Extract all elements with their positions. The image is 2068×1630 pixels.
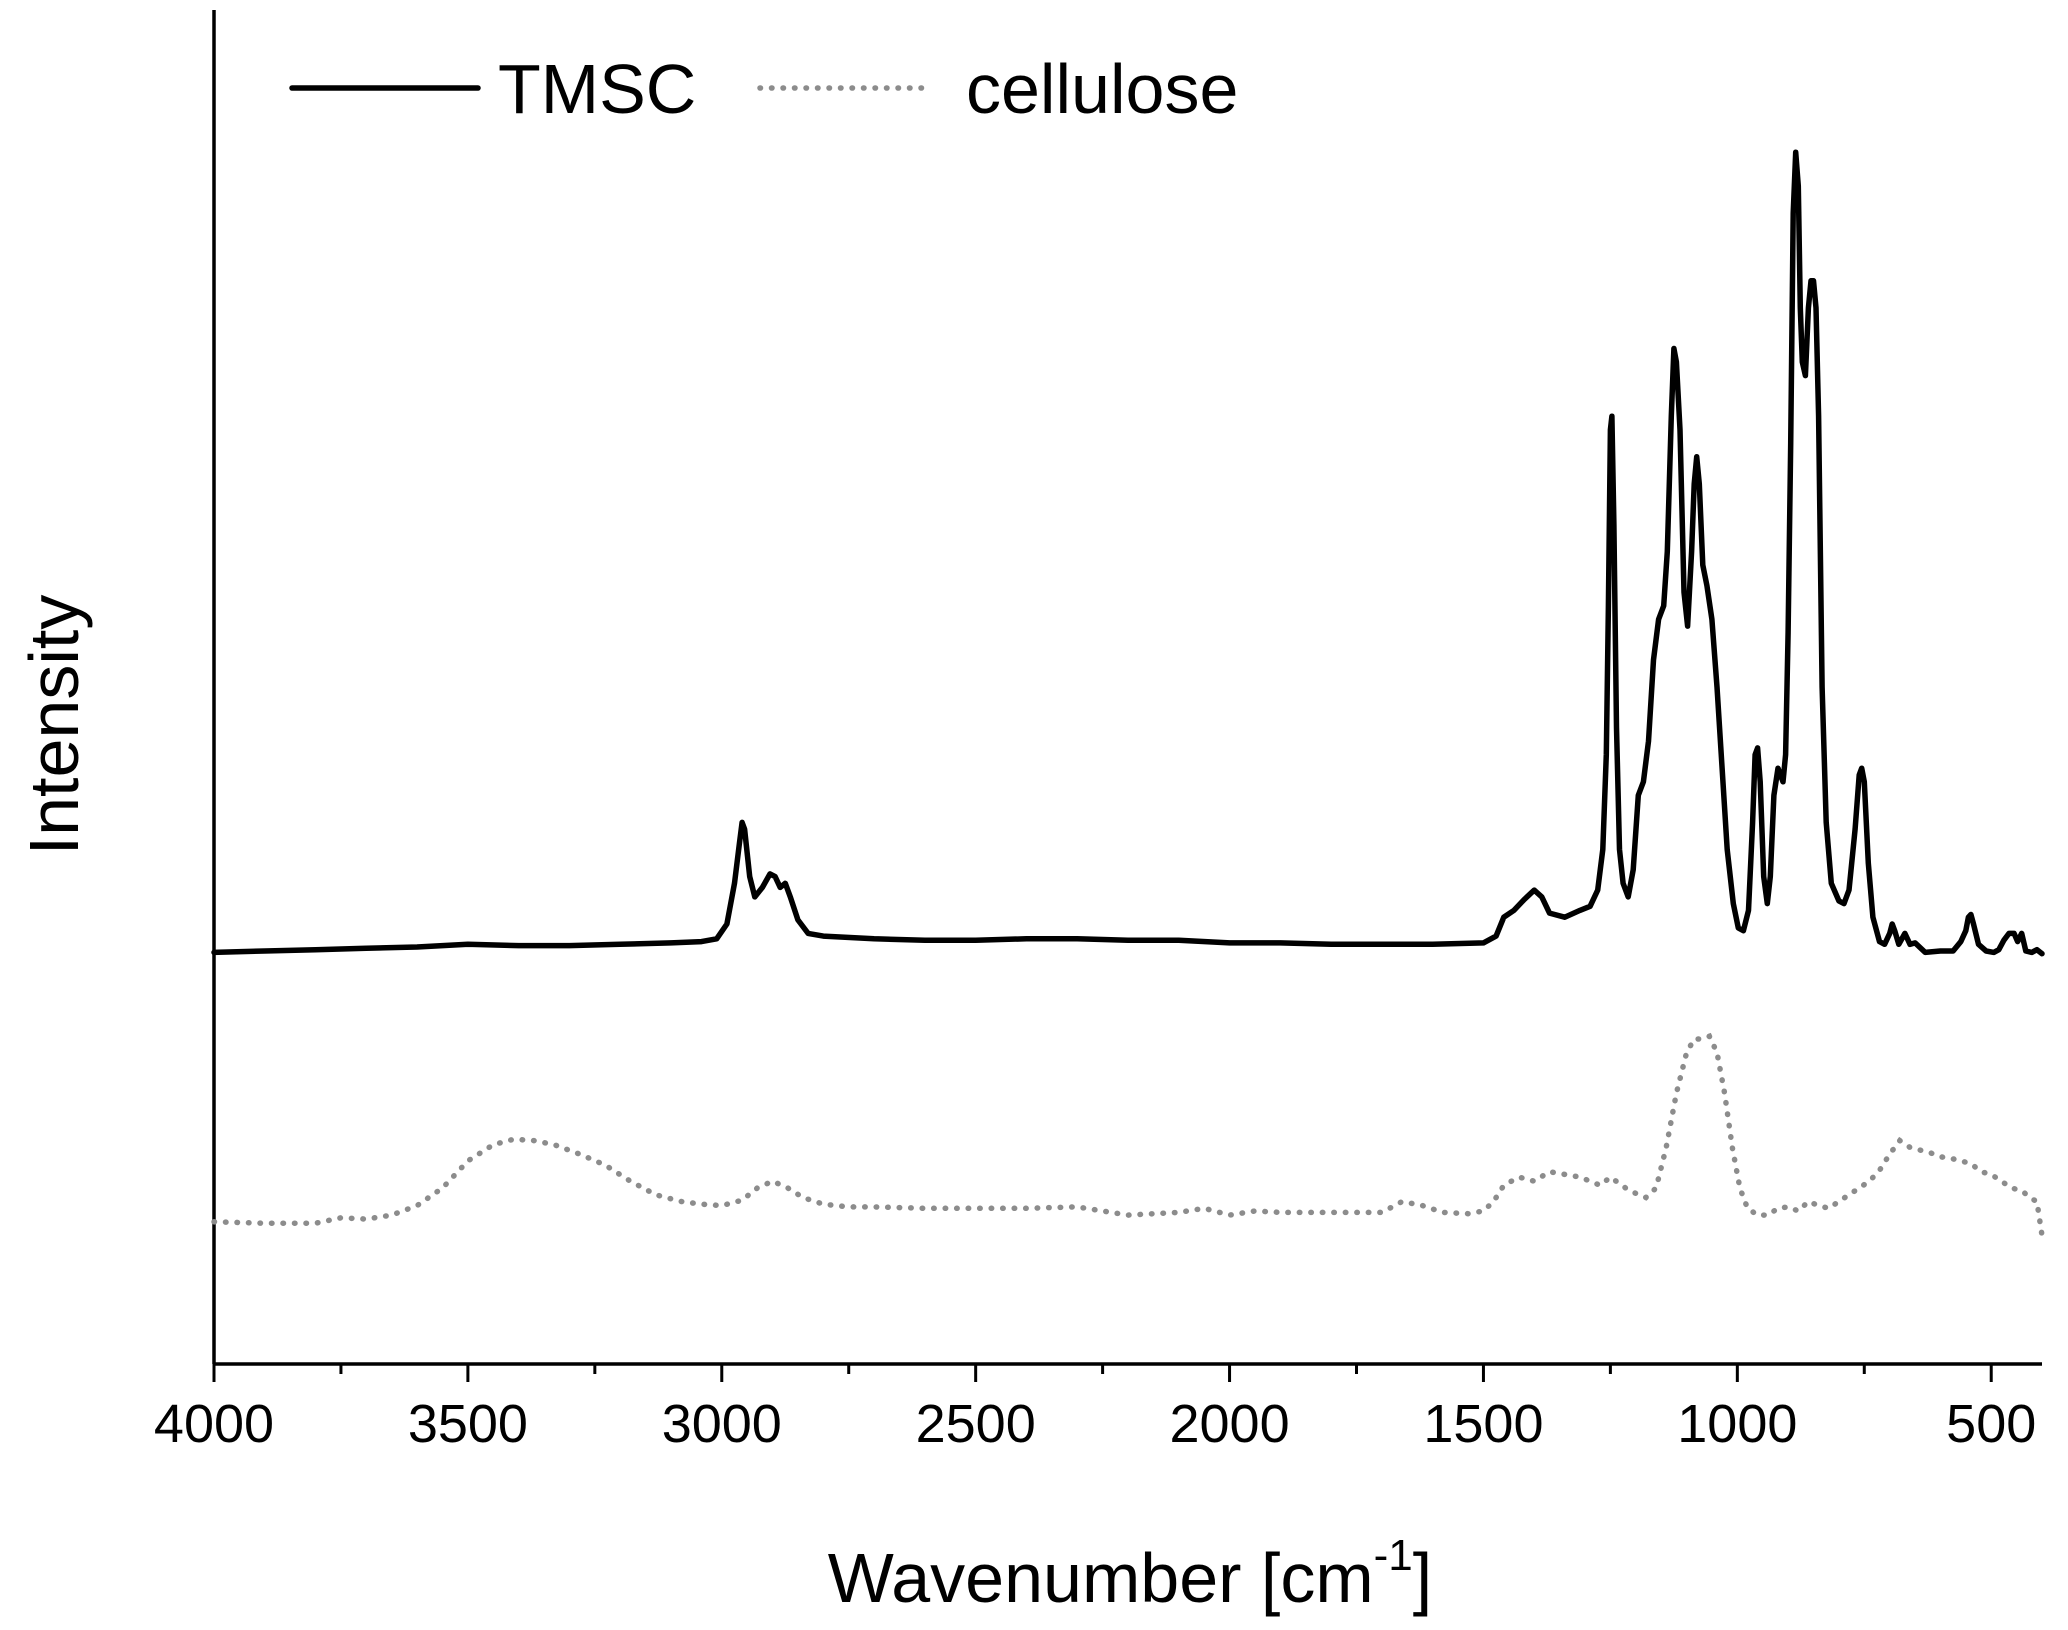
- legend: TMSC cellulose: [289, 50, 1238, 128]
- y-axis-title: Intensity: [15, 595, 93, 856]
- x-tick-label-3000: 3000: [662, 1394, 782, 1454]
- x-tick-label-3500: 3500: [408, 1394, 528, 1454]
- x-tick-label-4000: 4000: [154, 1394, 274, 1454]
- x-tick-labels: 4000 3500 3000 2500 2000 1500 1000 500: [154, 1394, 2036, 1454]
- x-tick-label-500: 500: [1946, 1394, 2036, 1454]
- x-tick-label-2500: 2500: [916, 1394, 1036, 1454]
- x-axis-title-superscript: -1: [1374, 1531, 1413, 1580]
- axes: [212, 10, 2042, 1366]
- legend-tmsc-label: TMSC: [498, 50, 696, 128]
- legend-cellulose-label: cellulose: [966, 50, 1238, 128]
- series-cellulose-line: [211, 1032, 2045, 1239]
- series-tmsc-line: [211, 149, 2045, 957]
- series-group: [211, 149, 2045, 1239]
- x-axis-title: Wavenumber [cm-1]: [828, 1531, 1432, 1617]
- x-tick-label-1000: 1000: [1677, 1394, 1797, 1454]
- x-axis-title-text: Wavenumber [cm: [828, 1539, 1374, 1617]
- x-ticks: [212, 1364, 1993, 1382]
- x-axis-title-suffix: ]: [1413, 1539, 1432, 1617]
- x-tick-label-1500: 1500: [1423, 1394, 1543, 1454]
- x-tick-label-2000: 2000: [1169, 1394, 1289, 1454]
